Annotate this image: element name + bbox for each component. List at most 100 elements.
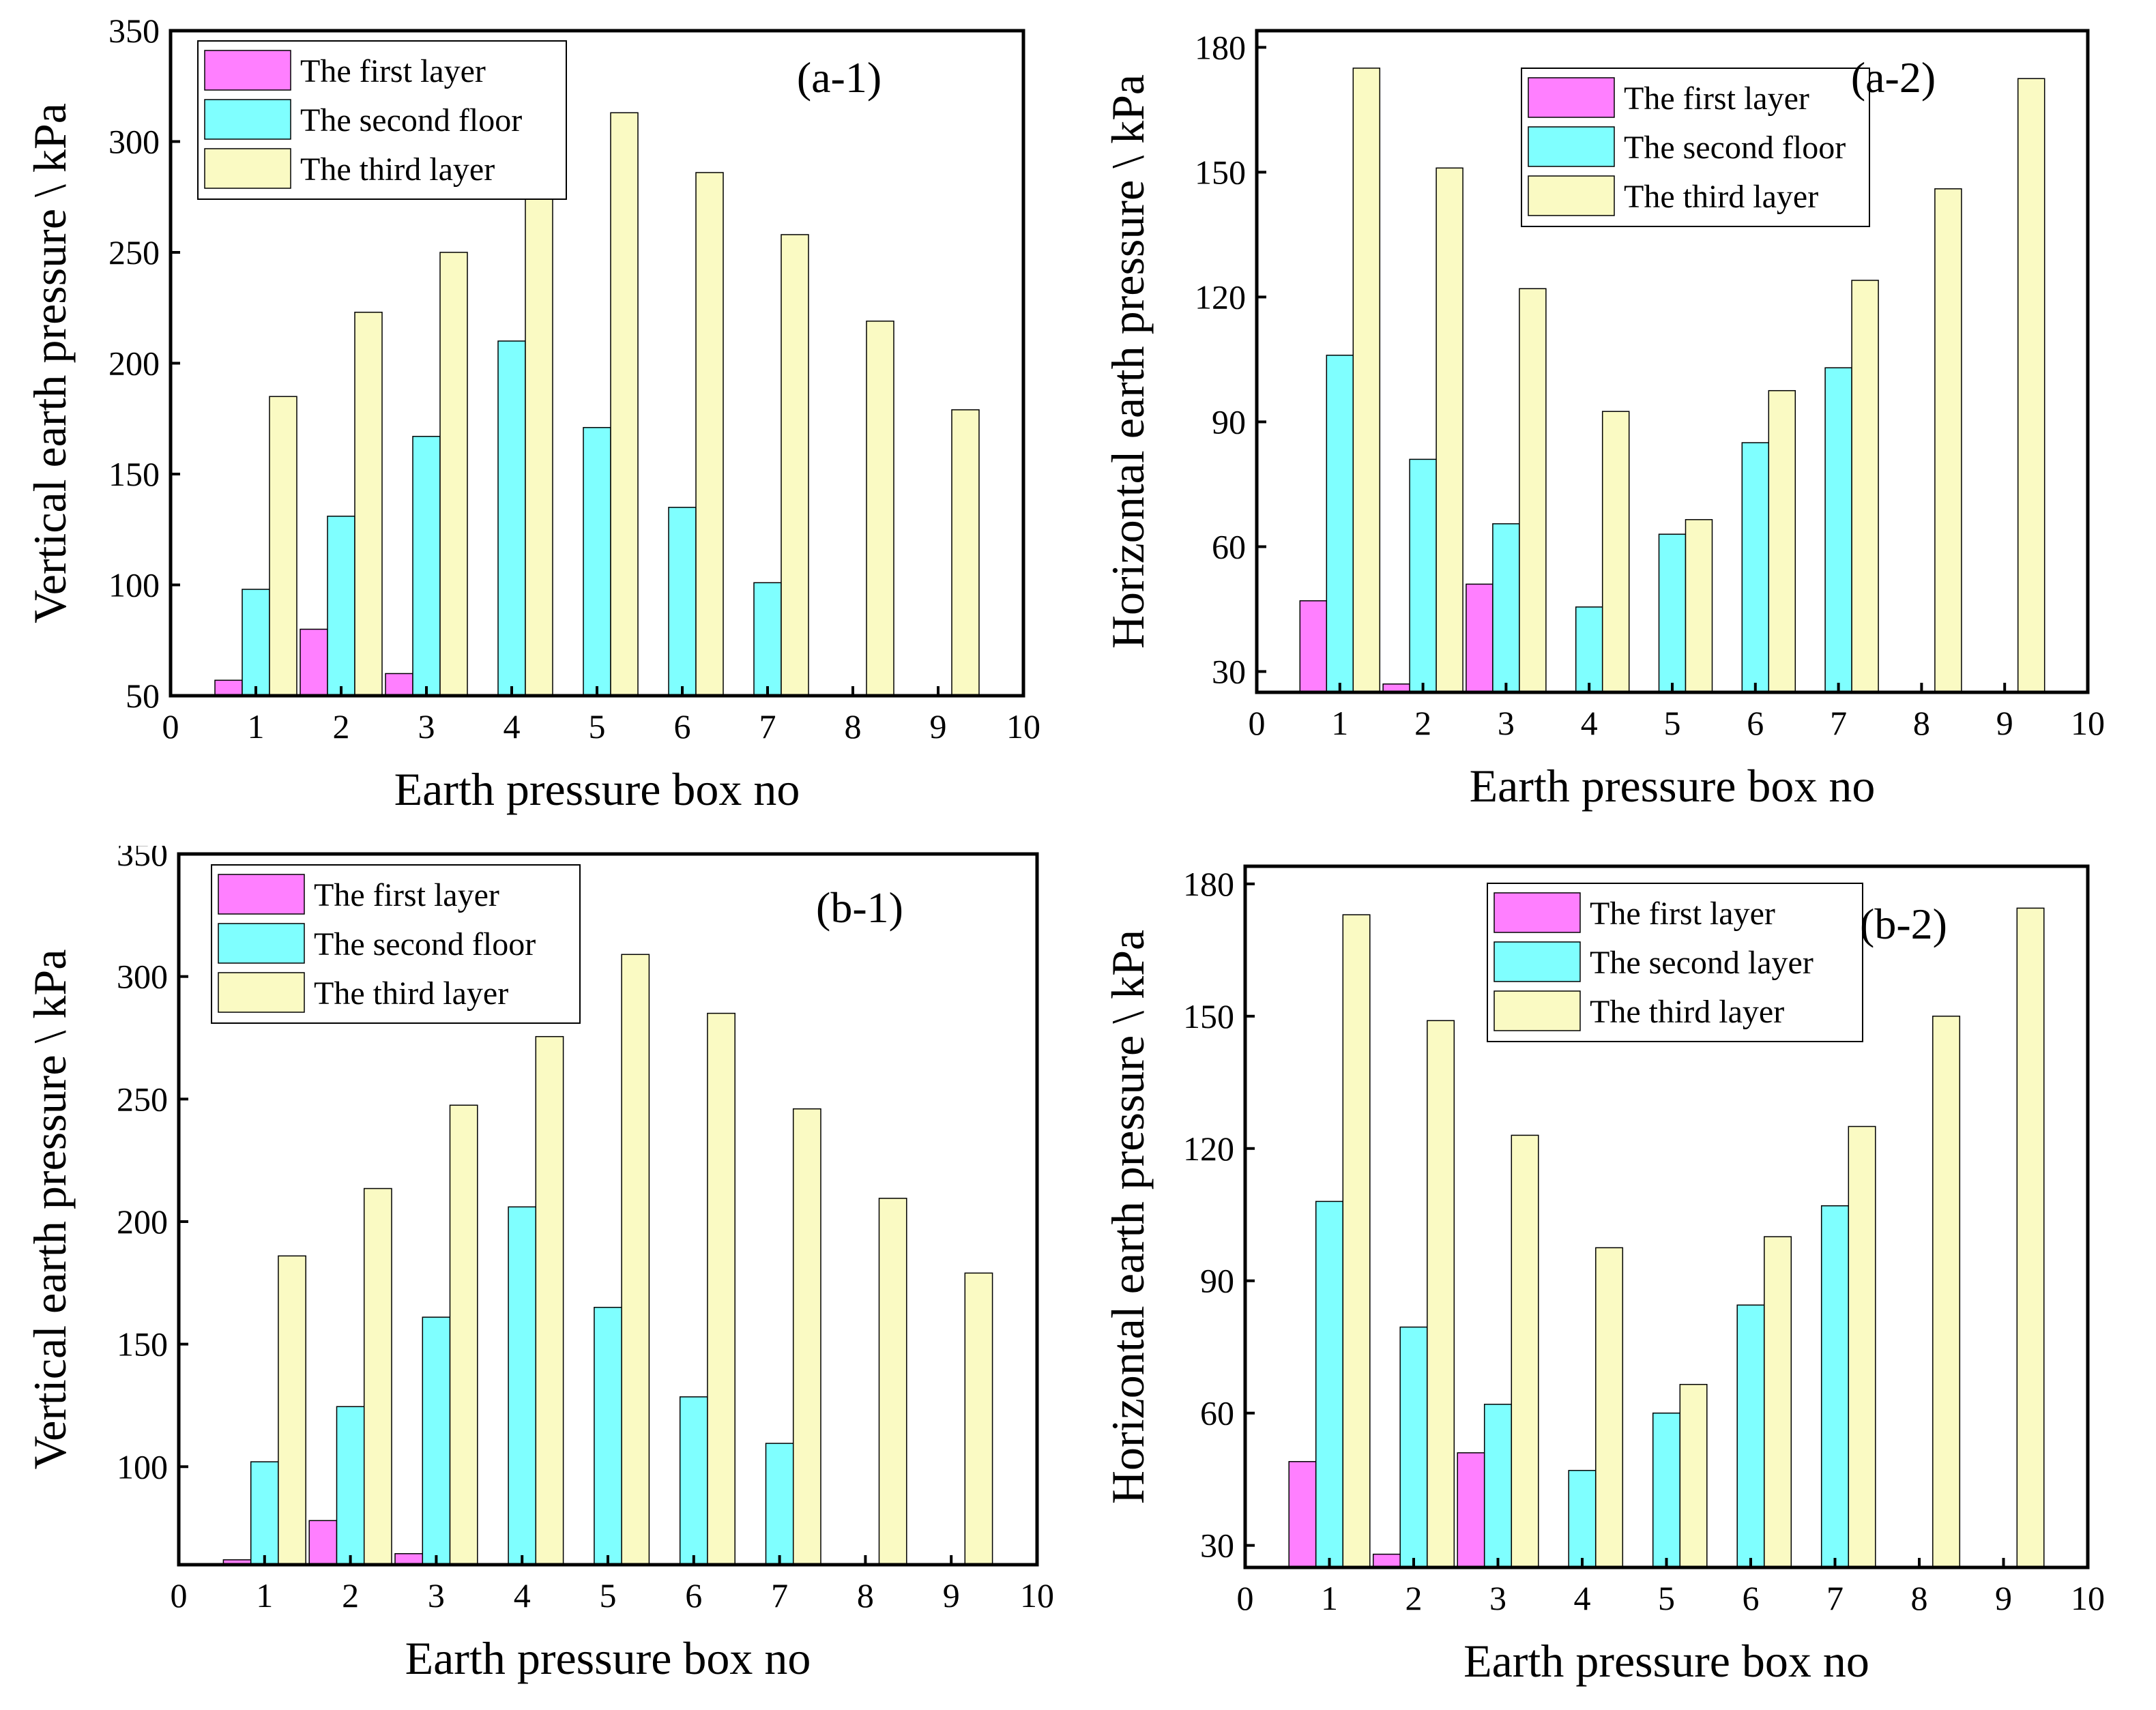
panel-tag: (a-2) — [1851, 53, 1936, 102]
bar-series-3-box-4 — [525, 185, 553, 696]
legend-label-1: The first layer — [1624, 80, 1809, 117]
bar-series-3-box-8 — [866, 321, 894, 696]
bar-series-2-box-5 — [594, 1306, 622, 1565]
bar-series-3-box-3 — [439, 252, 468, 696]
legend-label-3: The third layer — [300, 151, 495, 188]
y-tick-label: 120 — [1183, 1130, 1234, 1168]
bar-series-2-box-6 — [1741, 442, 1770, 693]
x-tick-label: 8 — [1913, 704, 1930, 742]
y-tick-label: 350 — [117, 846, 168, 873]
x-axis-label: Earth pressure box no — [405, 1632, 811, 1684]
bar-series-1-box-3 — [1457, 1452, 1485, 1568]
y-tick-label: 30 — [1200, 1527, 1234, 1565]
bar-series-3-box-4 — [535, 1035, 564, 1565]
x-tick-label: 2 — [333, 707, 350, 746]
bar-series-2-box-6 — [1736, 1304, 1765, 1568]
legend-swatch-2 — [1494, 941, 1581, 982]
y-tick-label: 250 — [108, 233, 160, 271]
bar-series-3-box-5 — [1679, 1383, 1708, 1568]
bar-series-3-box-8 — [1932, 1016, 1961, 1568]
legend-swatch-3 — [218, 972, 305, 1013]
x-tick-label: 4 — [514, 1576, 531, 1615]
bar-series-3-box-3 — [449, 1104, 478, 1565]
legend-swatch-3 — [1494, 990, 1581, 1031]
bar-series-1-box-2 — [1372, 1553, 1401, 1568]
y-tick-label: 300 — [108, 123, 160, 161]
legend-label-3: The third layer — [1624, 179, 1818, 215]
x-tick-label: 4 — [1581, 704, 1598, 742]
x-tick-label: 2 — [1405, 1579, 1423, 1617]
legend-label-3: The third layer — [314, 975, 508, 1012]
bar-series-1-box-1 — [214, 679, 243, 696]
bar-series-3-box-1 — [278, 1255, 306, 1565]
bar-series-3-box-1 — [1352, 68, 1381, 693]
bar-series-3-box-2 — [363, 1188, 392, 1565]
bar-series-2-box-4 — [497, 340, 526, 696]
x-tick-label: 3 — [1489, 1579, 1506, 1617]
x-tick-label: 10 — [1020, 1576, 1054, 1615]
x-tick-label: 3 — [428, 1576, 445, 1615]
bar-series-2-box-2 — [327, 516, 355, 696]
y-tick-label: 150 — [1195, 153, 1246, 191]
legend-label-2: The second floor — [1624, 130, 1846, 166]
bar-series-3-box-7 — [781, 234, 809, 696]
x-tick-label: 9 — [930, 707, 947, 746]
bar-series-3-box-1 — [269, 396, 297, 696]
bar-series-3-box-5 — [1685, 519, 1713, 693]
bar-series-2-box-1 — [1315, 1200, 1343, 1568]
legend-label-1: The first layer — [1590, 896, 1775, 932]
x-tick-label: 5 — [589, 707, 606, 746]
bar-series-2-box-4 — [1568, 1470, 1597, 1568]
chart-b1-svg: 0 1 2 3 4 5 6 7 8 9 10 100 150 200 250 300 350 Earth pres… — [24, 835, 1054, 1684]
bar-series-3-box-5 — [610, 112, 639, 696]
bar-series-2-box-7 — [765, 1443, 794, 1565]
y-tick-label: 90 — [1212, 402, 1246, 441]
x-tick-label: 3 — [418, 707, 435, 746]
bar-series-2-box-4 — [1575, 606, 1603, 693]
x-axis-label: Earth pressure box no — [1470, 760, 1876, 812]
bar-series-2-box-1 — [250, 1461, 279, 1565]
bar-series-2-box-7 — [1824, 367, 1852, 693]
bar-series-2-box-3 — [422, 1316, 451, 1565]
legend-label-1: The first layer — [314, 877, 499, 913]
x-tick-label: 9 — [1995, 1579, 2012, 1617]
bar-series-3-box-9 — [2016, 907, 2045, 1568]
legend-swatch-1 — [204, 50, 291, 91]
x-tick-label: 9 — [943, 1576, 960, 1615]
bar-series-3-box-9 — [964, 1272, 993, 1565]
x-tick-label: 6 — [685, 1576, 702, 1615]
x-tick-label: 1 — [1321, 1579, 1338, 1617]
x-tick-label: 6 — [1747, 704, 1764, 742]
chart-panel-a1: 0 1 2 3 4 5 6 7 8 9 10 50 100 150 200 250 300 350 Earth pr… — [0, 0, 1078, 846]
chart-a1-svg: 0 1 2 3 4 5 6 7 8 9 10 50 100 150 200 250 300 350 Earth pr… — [24, 12, 1040, 815]
bar-series-3-box-6 — [695, 172, 724, 696]
x-tick-label: 5 — [1664, 704, 1681, 742]
y-tick-label: 30 — [1212, 652, 1246, 690]
x-tick-label: 7 — [1826, 1579, 1844, 1617]
bar-series-2-box-5 — [1658, 533, 1687, 693]
y-tick-label: 180 — [1183, 865, 1234, 903]
x-tick-label: 0 — [171, 1576, 188, 1615]
bar-series-3-box-3 — [1511, 1134, 1539, 1568]
x-tick-label: 9 — [1996, 704, 2013, 742]
bar-series-3-box-7 — [1848, 1125, 1876, 1568]
chart-panel-b2: 0 1 2 3 4 5 6 7 8 9 10 30 60 90 120 150 180 Earth pressur… — [1078, 846, 2156, 1707]
legend-swatch-1 — [1528, 77, 1615, 118]
bar-series-3-box-4 — [1595, 1247, 1624, 1568]
bar-series-2-box-2 — [1409, 458, 1437, 693]
bar-series-1-box-2 — [300, 628, 328, 696]
y-tick-label: 180 — [1195, 28, 1246, 66]
bar-series-1-box-1 — [1288, 1461, 1317, 1568]
x-tick-label: 4 — [504, 707, 521, 746]
chart-panel-b1: 0 1 2 3 4 5 6 7 8 9 10 100 150 200 250 300 350 Earth pres… — [0, 835, 1078, 1707]
bar-series-3-box-2 — [354, 312, 383, 696]
x-tick-label: 6 — [674, 707, 691, 746]
x-tick-label: 10 — [2071, 1579, 2105, 1617]
x-tick-label: 8 — [845, 707, 862, 746]
x-tick-label: 1 — [1331, 704, 1348, 742]
panel-tag: (b-2) — [1860, 900, 1947, 948]
x-tick-label: 10 — [2071, 704, 2105, 742]
bar-series-3-box-2 — [1427, 1020, 1455, 1568]
bar-series-2-box-1 — [1326, 355, 1354, 693]
bar-series-1-box-2 — [308, 1520, 338, 1565]
